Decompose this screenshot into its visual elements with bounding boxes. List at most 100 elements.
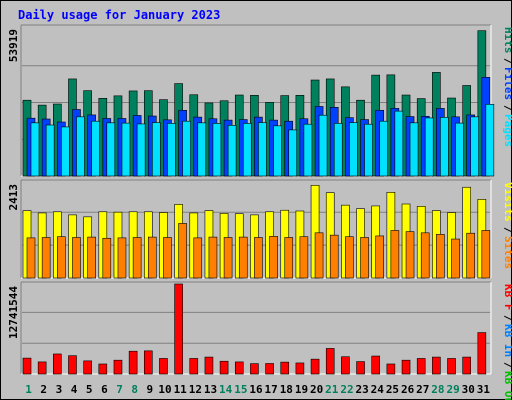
bar-sites bbox=[284, 237, 294, 279]
bar-pages bbox=[76, 116, 85, 177]
x-tick-label: 8 bbox=[131, 383, 138, 396]
legend-separator: / bbox=[502, 227, 512, 234]
bar-pages bbox=[151, 122, 161, 177]
x-tick-label: 1 bbox=[25, 383, 32, 396]
legend-hits: Hits bbox=[502, 27, 512, 54]
bar-sites bbox=[147, 236, 157, 279]
bar-pages bbox=[61, 126, 70, 177]
bar-kb-f bbox=[68, 355, 77, 375]
x-tick-label: 22 bbox=[340, 383, 353, 396]
x-tick-label: 13 bbox=[204, 383, 217, 396]
bar-sites bbox=[178, 223, 187, 279]
bar-sites bbox=[132, 237, 142, 279]
bar-kb-f bbox=[477, 332, 487, 375]
bar-pages bbox=[424, 117, 434, 177]
bar-kb-f bbox=[386, 363, 396, 375]
bar-pages bbox=[242, 123, 252, 177]
bar-pages bbox=[136, 123, 146, 177]
x-tick-label: 9 bbox=[147, 383, 154, 396]
bar-sites bbox=[26, 237, 36, 279]
bar-sites bbox=[193, 237, 203, 279]
bar-kb-f bbox=[250, 363, 259, 375]
bar-kb-f bbox=[295, 362, 305, 375]
bar-sites bbox=[223, 237, 233, 279]
bar-sites bbox=[345, 236, 354, 279]
x-tick-label: 28 bbox=[431, 383, 444, 396]
legend-files: Files bbox=[502, 67, 512, 100]
bar-kb-f bbox=[234, 361, 244, 375]
legend-separator: / bbox=[502, 315, 512, 322]
bar-pages bbox=[91, 120, 100, 177]
legend-kb-out: KB Out bbox=[502, 371, 512, 400]
x-tick-label: 27 bbox=[416, 383, 429, 396]
bar-sites bbox=[102, 237, 112, 279]
legend-sites: Sites bbox=[502, 236, 512, 269]
bar-kb-f bbox=[37, 361, 47, 375]
bar-sites bbox=[57, 236, 66, 279]
bar-sites bbox=[117, 237, 127, 279]
bar-sites bbox=[375, 235, 385, 279]
bar-sites bbox=[238, 236, 248, 279]
legend-separator: / bbox=[502, 58, 512, 65]
bar-sites bbox=[360, 237, 369, 279]
x-tick-label: 7 bbox=[116, 383, 123, 396]
bar-sites bbox=[41, 237, 51, 279]
bar-kb-f bbox=[280, 361, 290, 375]
bar-sites bbox=[299, 236, 309, 279]
bar-kb-f bbox=[462, 356, 471, 375]
bar-pages bbox=[485, 103, 495, 177]
bar-pages bbox=[364, 123, 373, 177]
bar-kb-f bbox=[219, 360, 229, 375]
x-tick-label: 6 bbox=[101, 383, 108, 396]
bar-pages bbox=[121, 122, 131, 177]
x-tick-label: 2 bbox=[40, 383, 47, 396]
bar-sites bbox=[163, 237, 172, 279]
bar-pages bbox=[349, 122, 358, 177]
x-tick-label: 18 bbox=[280, 383, 293, 396]
x-tick-label: 16 bbox=[249, 383, 263, 396]
bar-kb-f bbox=[83, 360, 92, 375]
bar-pages bbox=[182, 120, 191, 177]
x-tick-label: 15 bbox=[234, 383, 247, 396]
bar-sites bbox=[208, 236, 218, 279]
bar-pages bbox=[318, 114, 328, 177]
bar-kb-f bbox=[432, 356, 441, 375]
plot-area bbox=[21, 282, 491, 374]
bar-kb-f bbox=[416, 358, 426, 375]
bar-pages bbox=[227, 124, 237, 177]
bar-pages bbox=[197, 122, 207, 177]
x-tick-label: 17 bbox=[265, 383, 278, 396]
y-max-label: 53919 bbox=[7, 29, 20, 62]
bar-sites bbox=[405, 231, 415, 279]
x-tick-label: 12 bbox=[189, 383, 202, 396]
bar-pages bbox=[440, 117, 449, 177]
x-tick-label: 29 bbox=[446, 383, 459, 396]
x-tick-label: 26 bbox=[401, 383, 415, 396]
x-tick-label: 11 bbox=[174, 383, 188, 396]
bar-sites bbox=[481, 230, 491, 279]
bar-sites bbox=[436, 234, 445, 279]
bar-sites bbox=[390, 230, 400, 279]
bar-pages bbox=[212, 123, 222, 177]
legend-visits: Visits bbox=[502, 182, 512, 222]
bar-pages bbox=[455, 122, 464, 177]
x-tick-label: 4 bbox=[71, 383, 78, 396]
bar-kb-f bbox=[341, 356, 350, 375]
bar-kb-f bbox=[325, 348, 335, 375]
y-max-label: 12741544 bbox=[7, 286, 20, 339]
bar-pages bbox=[45, 124, 55, 177]
bar-pages bbox=[288, 129, 298, 177]
x-tick-label: 3 bbox=[56, 383, 63, 396]
bar-kb-f bbox=[128, 350, 138, 375]
bar-kb-f bbox=[22, 357, 32, 375]
legend-kb-f: KB F bbox=[502, 284, 512, 311]
legend-kb-in: KB In bbox=[502, 324, 512, 357]
bar-sites bbox=[269, 236, 278, 279]
bar-kb-f bbox=[189, 358, 199, 375]
bar-sites bbox=[254, 237, 263, 279]
bar-pages bbox=[303, 123, 313, 177]
bar-pages bbox=[394, 110, 404, 177]
bar-kb-f bbox=[98, 363, 108, 375]
bar-sites bbox=[466, 232, 475, 279]
